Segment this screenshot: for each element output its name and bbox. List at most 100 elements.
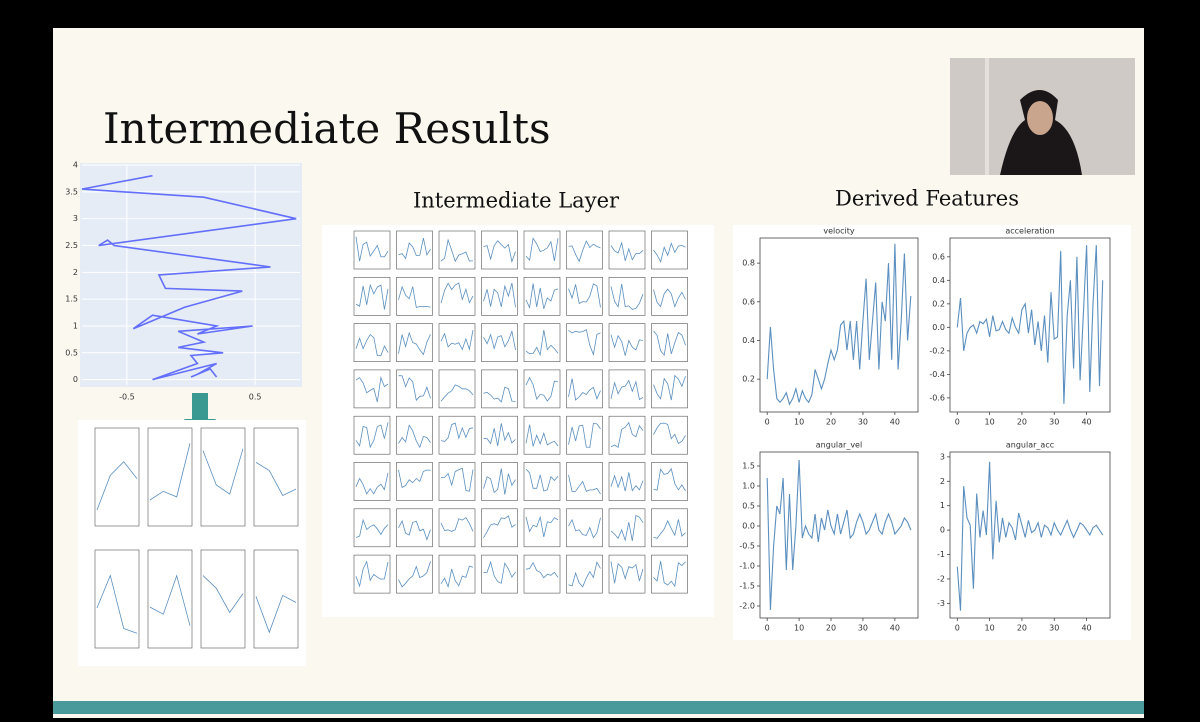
x-tick-label: -0.5 [119,393,135,402]
mini-line [653,422,686,444]
mini-axes [608,323,646,362]
mini-line [568,283,601,308]
mini-line [483,468,516,495]
y-tick-label: 0.5 [742,502,755,511]
y-tick-label: -2 [937,574,945,583]
x-tick-label: 30 [1049,624,1059,633]
y-tick-label: 0.0 [742,522,755,531]
mini-line [653,288,686,308]
mini-axes [438,508,476,548]
mini-axes [481,415,518,455]
x-tick-label: 10 [985,624,995,633]
mini-line [610,561,644,584]
mini-line [398,238,431,260]
x-tick-label: 10 [794,624,804,633]
mini-axes [651,323,688,362]
mini-axes [523,415,561,455]
mini-line [355,518,389,538]
mini-axes [353,554,391,594]
data-line [81,174,297,381]
mini-axes [253,427,299,527]
mini-line [202,448,244,495]
y-tick-label: 0 [73,375,78,384]
mini-axes [94,549,140,649]
mini-axes [396,462,433,501]
mini-line [483,560,516,584]
mini-line [398,375,431,402]
mini-axes [396,415,433,455]
mini-line [355,376,389,403]
mini-axes [481,369,518,409]
y-tick-label: -0.2 [929,346,945,355]
slide-title: Intermediate Results [103,104,551,153]
mini-axes [353,462,391,501]
x-tick-label: 40 [890,418,900,427]
plot-frame [759,451,919,619]
mini-line [398,285,431,309]
mini-axes [396,508,433,548]
x-tick-label: 0 [765,624,770,633]
mini-axes [651,276,688,316]
mini-axes [651,508,688,548]
mini-line [653,519,686,539]
x-tick-label: 40 [1081,418,1091,427]
mini-line [653,561,686,588]
mini-axes [353,323,391,362]
mini-line [440,384,474,402]
mini-line [483,423,516,447]
mini-line [355,283,389,310]
y-tick-label: 1.5 [65,295,78,304]
mini-line [610,514,644,542]
mini-line [610,241,644,261]
x-tick-label: 0 [765,418,770,427]
mini-line [398,424,431,449]
mini-axes [353,369,391,409]
y-tick-label: 0.6 [932,252,945,261]
mini-axes [396,323,433,362]
y-tick-label: -0.5 [739,542,755,551]
mini-axes [481,462,518,501]
mini-axes [396,554,433,594]
layer-title: Intermediate Layer [413,189,620,213]
mini-axes [608,369,646,409]
y-tick-label: 2 [73,268,78,277]
y-tick-label: 0.5 [65,348,78,357]
mini-line [610,421,644,448]
mini-axes [608,230,646,270]
mini-axes [481,508,518,548]
mini-line [398,331,431,356]
mini-axes [438,554,476,594]
chart-title: angular_vel [816,441,862,450]
data-line [956,245,1104,404]
mini-axes [566,554,603,594]
mini-axes [438,415,476,455]
mini-line [149,443,191,501]
mini-line [568,328,601,356]
x-tick-label: 40 [1081,624,1091,633]
mini-axes [396,276,433,316]
mini-line [355,333,389,357]
mini-line [355,422,389,449]
mini-axes [608,415,646,455]
mini-axes [523,276,561,316]
mini-line [525,515,559,537]
mini-axes [608,462,646,501]
x-tick-label: 20 [826,418,836,427]
mini-line [525,376,559,402]
mini-axes [438,369,476,409]
mini-axes [94,427,140,527]
mini-axes [566,369,603,409]
mini-axes [147,549,193,649]
mini-axes [523,230,561,270]
mini-axes [608,508,646,548]
slide-bar [53,701,1144,714]
mini-axes [566,508,603,548]
mini-axes [438,230,476,270]
mini-axes [147,427,193,527]
mini-axes [523,369,561,409]
data-line [956,461,1104,611]
chart-title: angular_acc [1006,441,1054,450]
x-tick-label: 40 [890,624,900,633]
y-tick-label: 3.5 [65,187,78,196]
mini-line [653,374,686,401]
